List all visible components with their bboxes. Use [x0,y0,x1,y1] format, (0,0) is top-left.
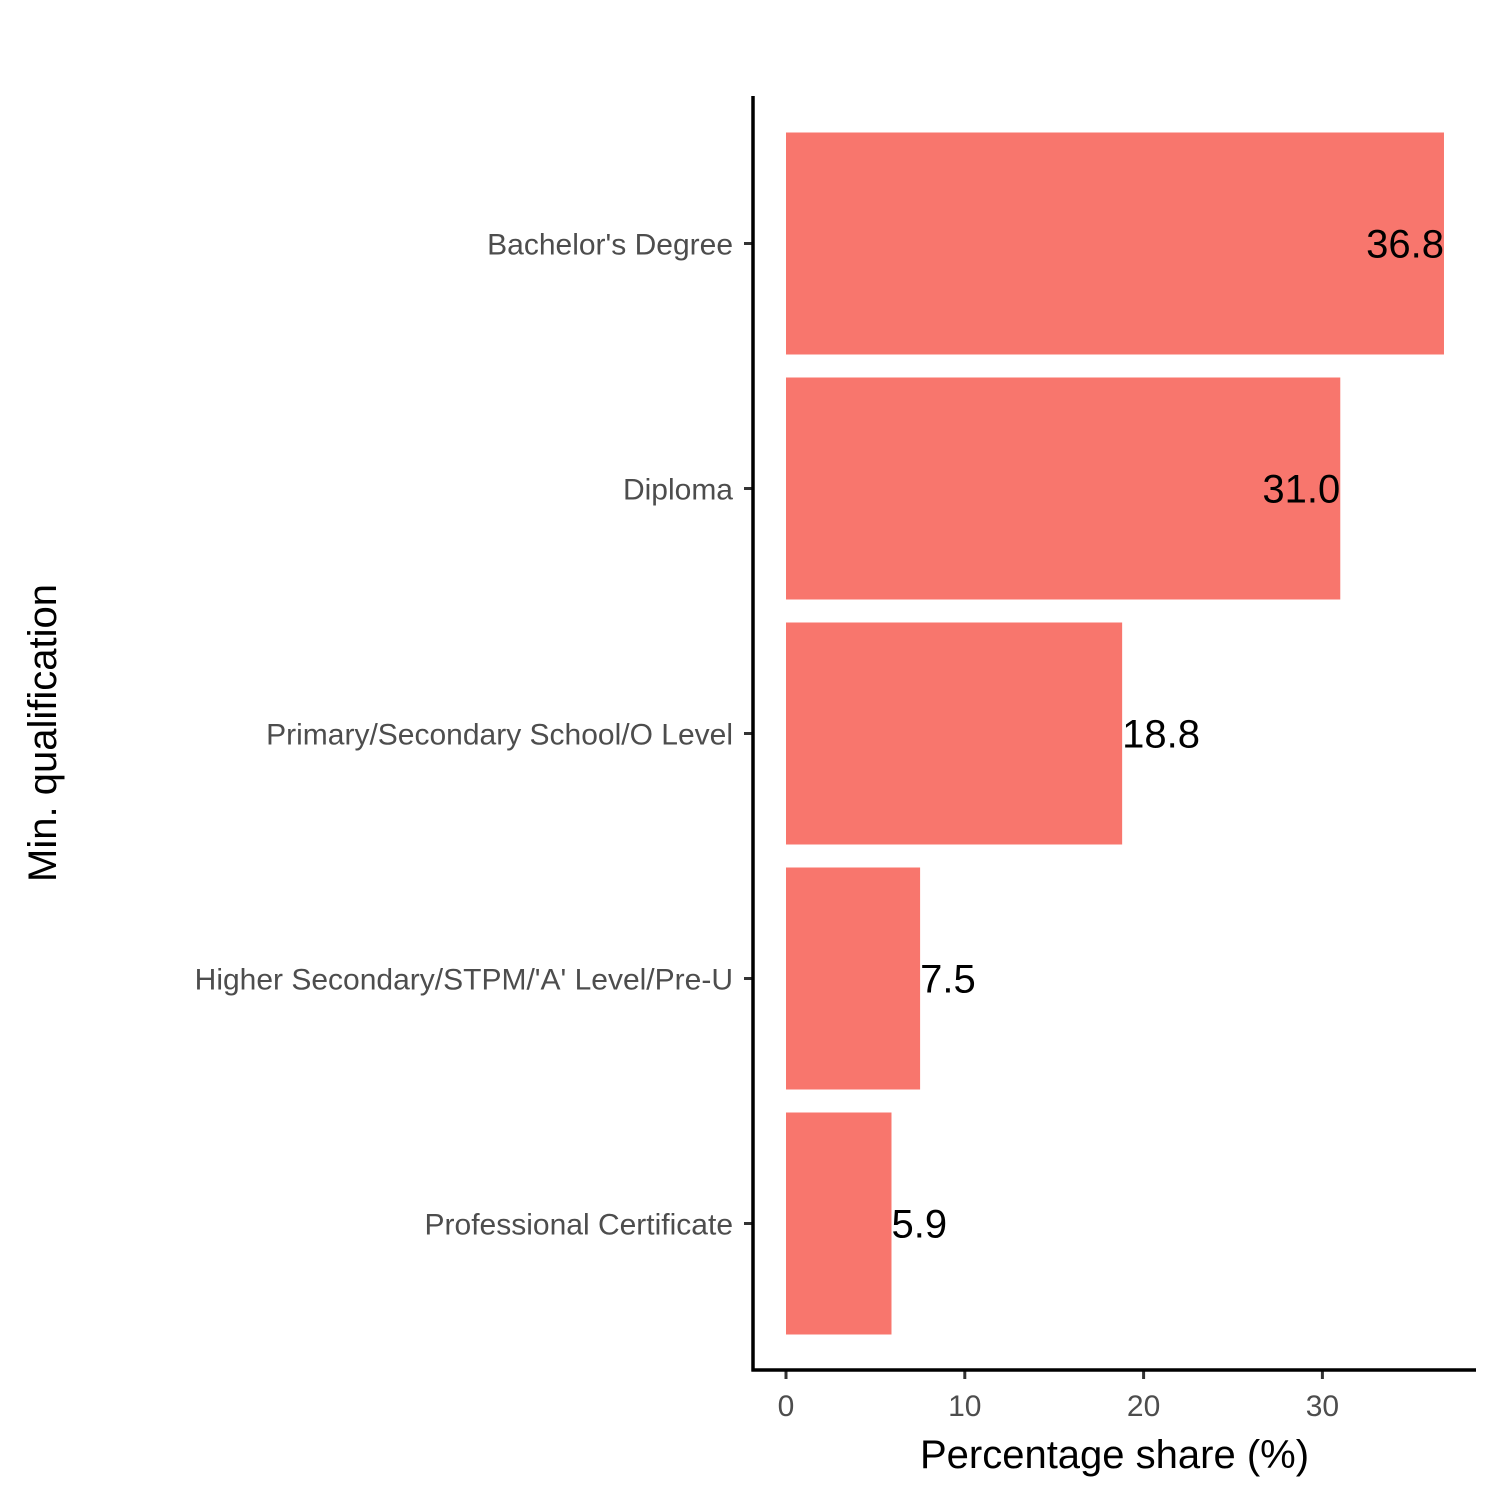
data-label: 7.5 [920,958,976,1002]
y-tick-label: Bachelor's Degree [487,229,733,262]
x-tick-label: 0 [778,1390,795,1423]
x-axis-title: Percentage share (%) [920,1433,1309,1477]
bars-group: 36.8 31.0 18.8 7.5 5.9 [786,132,1444,1335]
bar [786,867,921,1090]
y-tick-label: Diploma [623,474,733,507]
bar [786,622,1123,845]
y-tick-label: Higher Secondary/STPM/'A' Level/Pre-U [195,964,733,997]
y-axis-title: Min. qualification [21,584,65,882]
data-label: 5.9 [891,1203,947,1247]
bar [786,132,1444,355]
y-axis-ticks: Bachelor's Degree Diploma Primary/Secondar… [195,229,753,1242]
data-label: 36.8 [1366,223,1444,267]
data-label: 18.8 [1122,713,1200,757]
x-axis-ticks: 0 10 20 30 [778,1370,1339,1423]
x-tick-label: 20 [1127,1390,1160,1423]
bar [786,1112,892,1335]
bar [786,377,1341,600]
y-tick-label: Professional Certificate [425,1209,733,1242]
data-label: 31.0 [1262,468,1340,512]
y-tick-label: Primary/Secondary School/O Level [266,719,733,752]
x-tick-label: 30 [1306,1390,1339,1423]
x-tick-label: 10 [948,1390,981,1423]
